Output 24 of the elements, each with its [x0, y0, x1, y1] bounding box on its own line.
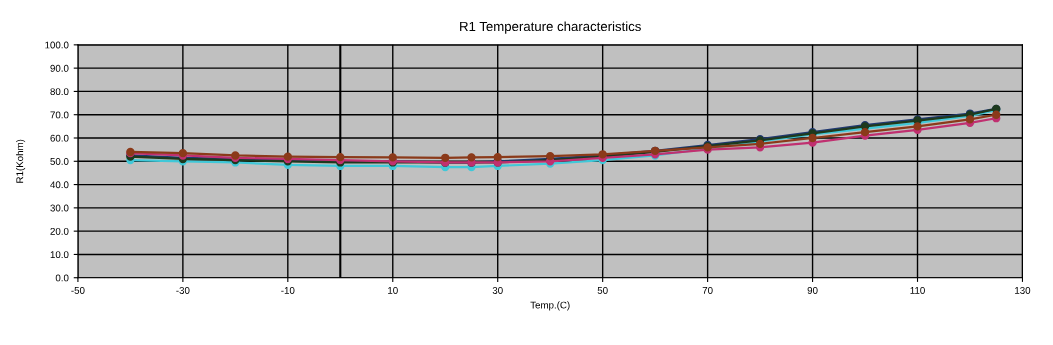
x-tick-label: 70	[702, 287, 713, 294]
chart-title: R1 Temperature characteristics	[460, 21, 641, 34]
y-tick-label: 100.0	[45, 41, 69, 49]
x-tick-label: -10	[281, 287, 295, 294]
x-tick-label: -50	[71, 287, 85, 294]
y-tick-label: 40.0	[50, 181, 69, 189]
x-tick-label: 130	[1015, 287, 1031, 294]
y-tick-label: 20.0	[50, 227, 69, 235]
x-axis-title: Temp.(C)	[530, 301, 570, 311]
x-tick-label: 50	[597, 287, 608, 294]
x-tick-label: 10	[388, 287, 398, 294]
y-tick-label: 80.0	[50, 88, 69, 96]
x-tick-label: 90	[807, 287, 818, 294]
y-tick-label: 50.0	[50, 158, 69, 165]
y-tick-label: 70.0	[50, 111, 69, 119]
x-tick-label: -30	[176, 287, 190, 294]
x-tick-label: 110	[910, 287, 925, 294]
y-tick-label: 0.0	[55, 274, 69, 282]
y-tick-label: 90.0	[50, 64, 69, 72]
y-tick-label: 30.0	[50, 204, 69, 212]
y-tick-label: 60.0	[50, 134, 69, 142]
x-tick-label: 30	[492, 287, 503, 294]
y-tick-label: 10.0	[50, 251, 69, 259]
y-axis-title: R1(Kohm)	[16, 139, 26, 183]
